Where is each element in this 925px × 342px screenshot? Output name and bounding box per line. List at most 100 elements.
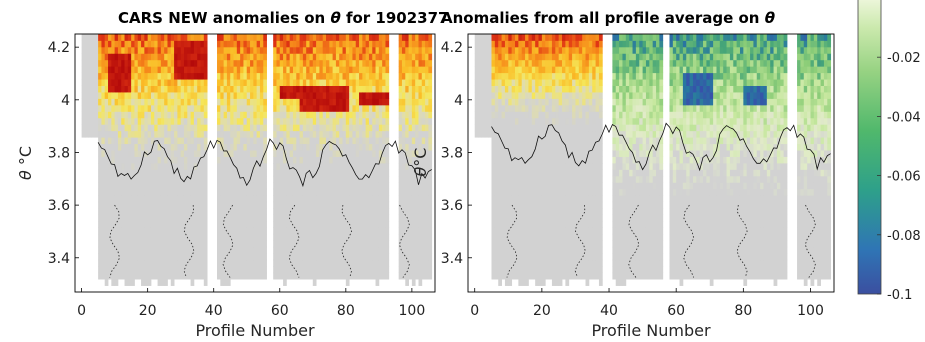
- heatmap-cell: [525, 175, 529, 183]
- heatmap-cell: [233, 117, 238, 125]
- heatmap-cell: [595, 53, 600, 61]
- heatmap-cell: [372, 214, 376, 222]
- heatmap-cell: [575, 240, 580, 248]
- heatmap-cell: [329, 259, 334, 267]
- heatmap-cell: [134, 72, 139, 80]
- heatmap-cell: [511, 92, 516, 99]
- heatmap-cell: [197, 163, 201, 170]
- heatmap-cell: [525, 208, 529, 215]
- heatmap-cell: [555, 156, 560, 164]
- heatmap-cell: [144, 279, 149, 286]
- heatmap-cell: [154, 34, 158, 41]
- heatmap-cell: [190, 182, 195, 190]
- heatmap-cell: [101, 92, 106, 99]
- heatmap-cell: [223, 182, 228, 190]
- heatmap-cell: [124, 227, 129, 235]
- heatmap-cell: [124, 188, 129, 196]
- heatmap-cell: [335, 98, 340, 106]
- heatmap-cell: [246, 214, 251, 222]
- heatmap-cell: [375, 253, 380, 261]
- heatmap-cell: [154, 104, 158, 112]
- heatmap-cell: [401, 46, 406, 54]
- heatmap-cell: [558, 163, 563, 170]
- heatmap-cell: [362, 59, 367, 67]
- heatmap-cell: [253, 259, 258, 267]
- heatmap-cell: [565, 240, 570, 248]
- heatmap-cell: [398, 156, 403, 164]
- heatmap-cell: [572, 259, 576, 267]
- heatmap-cell: [481, 46, 486, 54]
- heatmap-cell: [197, 156, 201, 164]
- heatmap-cell: [428, 246, 433, 254]
- heatmap-cell: [572, 195, 576, 203]
- heatmap-cell: [508, 150, 513, 157]
- heatmap-cell: [250, 214, 254, 222]
- heatmap-cell: [190, 66, 195, 74]
- heatmap-cell: [302, 150, 307, 157]
- heatmap-cell: [296, 221, 300, 228]
- heatmap-cell: [521, 34, 526, 41]
- heatmap-cell: [220, 104, 225, 112]
- heatmap-cell: [286, 201, 291, 209]
- heatmap-cell: [223, 98, 228, 106]
- heatmap-cell: [316, 163, 320, 170]
- heatmap-cell: [501, 240, 506, 248]
- heatmap-cell: [326, 253, 330, 261]
- heatmap-cell: [134, 214, 139, 222]
- heatmap-cell: [595, 92, 600, 99]
- heatmap-cell: [197, 117, 201, 125]
- heatmap-cell: [398, 195, 403, 203]
- heatmap-cell: [428, 104, 433, 112]
- heatmap-cell: [508, 195, 513, 203]
- heatmap-cell: [174, 221, 178, 228]
- heatmap-cell: [193, 59, 198, 67]
- heatmap-cell: [141, 117, 145, 125]
- heatmap-cell: [263, 175, 267, 183]
- heatmap-cell: [226, 72, 231, 80]
- heatmap-cell: [190, 124, 195, 132]
- heatmap-cell: [147, 195, 152, 203]
- heatmap-cell: [335, 150, 340, 157]
- heatmap-cell: [144, 246, 149, 254]
- heatmap-cell: [558, 279, 563, 286]
- heatmap-cell: [144, 227, 149, 235]
- heatmap-cell: [498, 130, 502, 138]
- heatmap-cell: [401, 233, 406, 241]
- heatmap-cell: [306, 227, 310, 235]
- heatmap-cell: [408, 266, 413, 274]
- heatmap-cell: [246, 163, 251, 170]
- heatmap-cell: [585, 208, 590, 215]
- heatmap-cell: [405, 208, 409, 215]
- heatmap-cell: [174, 46, 178, 54]
- heatmap-cell: [595, 221, 600, 228]
- heatmap-cell: [498, 163, 502, 170]
- heatmap-cell: [525, 143, 529, 151]
- heatmap-cell: [154, 66, 158, 74]
- heatmap-cell: [326, 59, 330, 67]
- heatmap-cell: [183, 188, 188, 196]
- heatmap-cell: [279, 163, 284, 170]
- heatmap-cell: [572, 98, 576, 106]
- heatmap-cell: [240, 272, 244, 280]
- heatmap-cell: [256, 111, 261, 119]
- heatmap-cell: [309, 111, 314, 119]
- heatmap-cell: [316, 208, 320, 215]
- heatmap-cell: [525, 233, 529, 241]
- heatmap-cell: [385, 182, 390, 190]
- heatmap-cell: [335, 253, 340, 261]
- heatmap-cell: [312, 124, 317, 132]
- heatmap-cell: [326, 66, 330, 74]
- heatmap-cell: [421, 46, 426, 54]
- heatmap-cell: [111, 34, 116, 41]
- heatmap-cell: [411, 46, 416, 54]
- heatmap-cell: [299, 104, 304, 112]
- heatmap-cell: [575, 221, 580, 228]
- heatmap-cell: [511, 72, 516, 80]
- heatmap-cell: [504, 279, 509, 286]
- heatmap-cell: [355, 240, 360, 248]
- heatmap-cell: [316, 143, 320, 151]
- heatmap-cell: [150, 98, 155, 106]
- heatmap-cell: [558, 104, 563, 112]
- heatmap-cell: [292, 266, 297, 274]
- heatmap-cell: [494, 272, 499, 280]
